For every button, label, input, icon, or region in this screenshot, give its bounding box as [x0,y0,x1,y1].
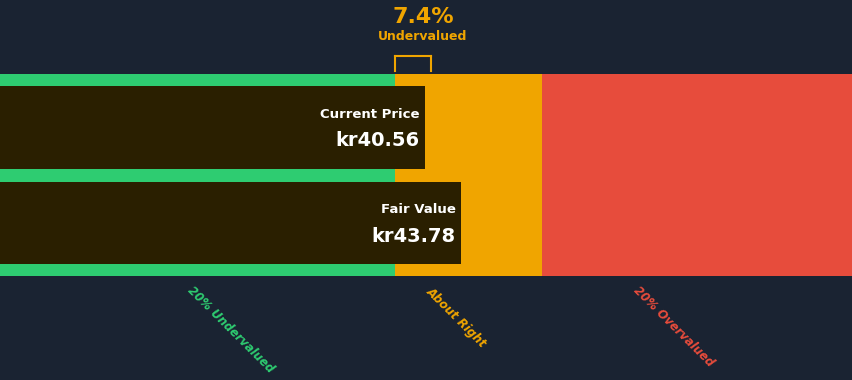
Bar [541,169,852,182]
Text: kr43.78: kr43.78 [371,227,455,246]
Text: 20% Overvalued: 20% Overvalued [630,284,716,370]
Bar [0,182,394,264]
Bar [0,264,394,276]
Text: kr40.56: kr40.56 [336,131,419,150]
Bar [0,86,394,169]
Text: Undervalued: Undervalued [377,30,467,43]
Bar [541,264,852,276]
Bar [541,182,852,264]
Bar [0,86,424,169]
Text: 20% Undervalued: 20% Undervalued [184,284,276,376]
Bar [394,74,541,86]
Text: Fair Value: Fair Value [381,203,455,216]
Text: 7.4%: 7.4% [392,7,453,27]
Bar [0,182,460,264]
Bar [0,74,394,86]
Bar [541,86,852,169]
Text: About Right: About Right [423,284,488,350]
Bar [394,182,541,264]
Bar [0,169,394,182]
Bar [0,86,394,169]
Bar [394,86,541,169]
Text: Current Price: Current Price [320,108,419,121]
Bar [394,169,541,182]
Bar [541,74,852,86]
Bar [0,182,394,264]
Bar [394,264,541,276]
